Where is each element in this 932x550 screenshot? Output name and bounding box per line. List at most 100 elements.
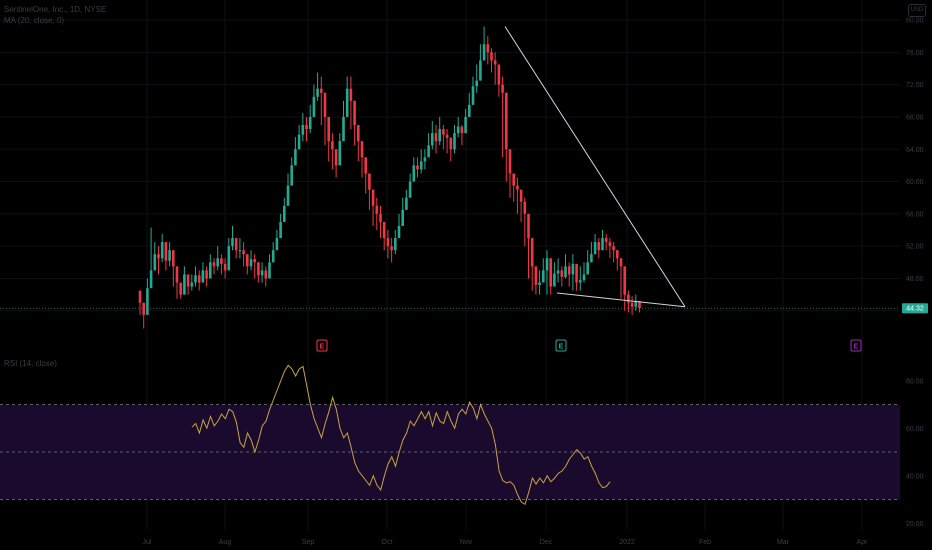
trendlines[interactable] — [504, 26, 686, 308]
candle[interactable] — [297, 125, 301, 150]
candle[interactable] — [271, 242, 275, 263]
candle[interactable] — [619, 258, 623, 299]
candle[interactable] — [164, 242, 168, 271]
candle[interactable] — [320, 76, 323, 126]
candle[interactable] — [197, 270, 201, 291]
candle[interactable] — [464, 108, 467, 134]
candle[interactable] — [453, 125, 456, 154]
candle[interactable] — [264, 266, 268, 287]
candle[interactable] — [172, 250, 175, 287]
candle[interactable] — [349, 76, 353, 130]
candle[interactable] — [638, 301, 641, 313]
candle[interactable] — [623, 266, 626, 311]
candle[interactable] — [249, 250, 253, 271]
candle[interactable] — [160, 234, 164, 263]
candle[interactable] — [593, 234, 597, 255]
candle[interactable] — [371, 189, 375, 226]
price-axis[interactable]: 44.0048.0052.0056.0060.0064.0068.0072.00… — [906, 18, 924, 316]
candle[interactable] — [227, 238, 231, 271]
candle[interactable] — [275, 230, 279, 251]
candle[interactable] — [357, 125, 360, 162]
candle[interactable] — [138, 290, 142, 315]
candle[interactable] — [630, 296, 634, 315]
candle[interactable] — [205, 266, 208, 287]
candle[interactable] — [419, 149, 423, 174]
candle[interactable] — [201, 262, 205, 283]
candle[interactable] — [567, 262, 571, 287]
candle[interactable] — [183, 266, 186, 295]
candle[interactable] — [431, 120, 434, 150]
candle[interactable] — [290, 157, 293, 186]
candle[interactable] — [493, 52, 497, 85]
candle[interactable] — [316, 72, 319, 101]
candle[interactable] — [305, 116, 308, 142]
candle[interactable] — [542, 258, 545, 283]
candle[interactable] — [246, 254, 249, 275]
candle[interactable] — [519, 189, 523, 222]
candle[interactable] — [253, 254, 256, 279]
candle[interactable] — [168, 242, 171, 267]
trendline[interactable] — [504, 26, 686, 308]
candle[interactable] — [608, 238, 612, 259]
candle[interactable] — [327, 116, 330, 162]
candle[interactable] — [505, 92, 508, 182]
candle[interactable] — [501, 76, 504, 158]
candle[interactable] — [386, 230, 390, 259]
candle[interactable] — [142, 302, 145, 329]
candle[interactable] — [401, 197, 404, 226]
candle[interactable] — [497, 64, 501, 97]
candle[interactable] — [294, 137, 297, 166]
candle[interactable] — [564, 254, 567, 279]
candle[interactable] — [534, 266, 538, 295]
candle[interactable] — [556, 258, 560, 283]
candle[interactable] — [445, 129, 449, 154]
candle[interactable] — [412, 157, 416, 182]
candle[interactable] — [486, 36, 490, 65]
candle[interactable] — [216, 246, 219, 271]
candle[interactable] — [186, 274, 190, 295]
candle[interactable] — [368, 173, 371, 210]
candle[interactable] — [405, 189, 408, 210]
candle[interactable] — [260, 262, 264, 283]
candle[interactable] — [516, 177, 519, 214]
candle[interactable] — [586, 250, 589, 275]
candle[interactable] — [416, 157, 419, 178]
candle[interactable] — [382, 221, 386, 251]
time-axis[interactable]: Jul Aug Sep Oct Nov Dec 2022 Feb Mar Apr — [143, 539, 869, 546]
candle[interactable] — [342, 100, 345, 142]
candle[interactable] — [553, 262, 556, 287]
candle[interactable] — [175, 266, 179, 299]
trendline[interactable] — [556, 292, 686, 308]
candle[interactable] — [512, 173, 515, 202]
candle[interactable] — [604, 234, 608, 251]
candle[interactable] — [360, 141, 364, 178]
candle[interactable] — [582, 262, 586, 283]
candle[interactable] — [286, 173, 290, 206]
candle[interactable] — [527, 213, 530, 279]
candle[interactable] — [508, 149, 512, 198]
candle[interactable] — [364, 157, 367, 194]
candle[interactable] — [408, 173, 412, 198]
rsi-legend[interactable]: RSI (14, close) — [4, 359, 57, 368]
candle[interactable] — [345, 76, 349, 117]
candle[interactable] — [471, 76, 475, 105]
candle[interactable] — [427, 133, 430, 158]
candle[interactable] — [397, 213, 401, 239]
candle[interactable] — [468, 92, 471, 117]
candle[interactable] — [190, 274, 194, 291]
candle[interactable] — [279, 213, 282, 239]
candle[interactable] — [394, 230, 397, 255]
candle[interactable] — [331, 133, 334, 170]
candle[interactable] — [479, 44, 482, 81]
candle[interactable] — [234, 238, 238, 259]
candle[interactable] — [560, 266, 564, 287]
candle[interactable] — [149, 227, 153, 289]
candle[interactable] — [590, 242, 593, 263]
rsi-axis[interactable]: 20.00 40.00 60.00 80.00 — [906, 378, 924, 528]
candle[interactable] — [456, 116, 460, 138]
earnings-marker[interactable]: E — [850, 339, 862, 352]
candle[interactable] — [530, 238, 534, 291]
currency-button[interactable]: USD — [908, 4, 926, 17]
